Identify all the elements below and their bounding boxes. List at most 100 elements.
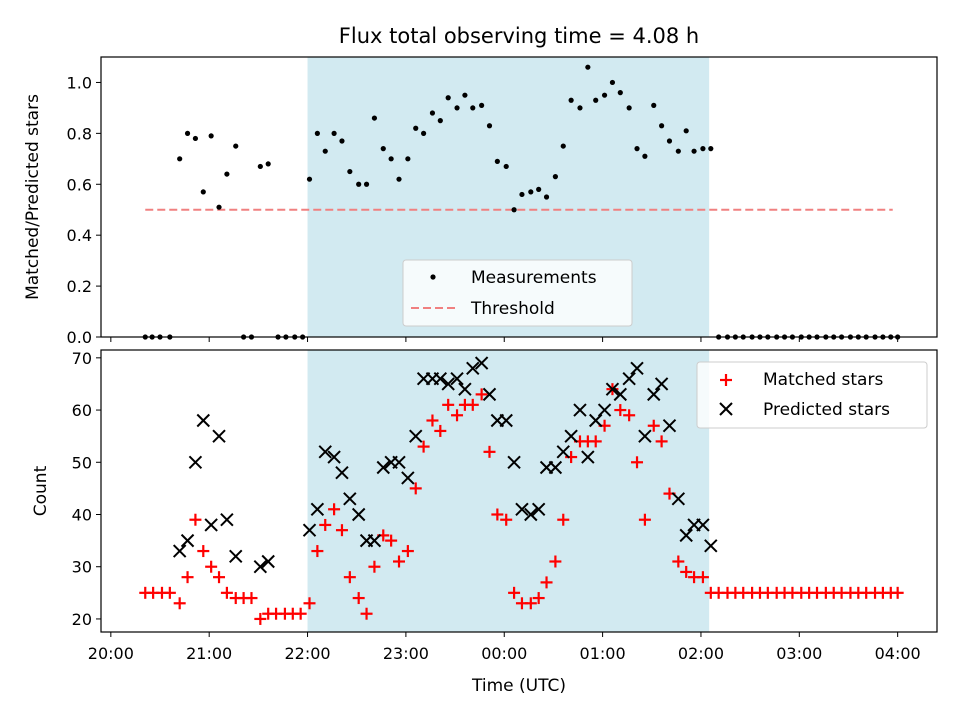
- predicted-star-point: [605, 382, 620, 396]
- measurement-point: [420, 130, 427, 136]
- bottom-x-tick-label: 23:00: [383, 644, 429, 663]
- predicted-star-point: [507, 455, 521, 469]
- bottom-x-tick-label: 01:00: [580, 644, 626, 663]
- measurement-point: [519, 191, 525, 198]
- measurement-point: [413, 125, 419, 131]
- predicted-star-point: [589, 413, 603, 428]
- matched-star-point: [442, 398, 455, 411]
- measurement-point: [265, 161, 271, 167]
- measurement-point: [683, 128, 689, 134]
- predicted-star-point: [204, 518, 218, 532]
- top-chart-title: Flux total observing time = 4.08 h: [339, 24, 699, 48]
- measurement-point: [511, 207, 517, 213]
- predicted-star-point: [327, 450, 341, 464]
- bottom-x-tick-label: 00:00: [481, 644, 527, 663]
- predicted-star-point: [212, 429, 226, 443]
- matched-star-point: [360, 607, 373, 620]
- measurement-point: [445, 95, 451, 101]
- measurement-point: [396, 176, 402, 182]
- legend-measurements-label: Measurements: [471, 268, 597, 288]
- measurement-point: [331, 130, 337, 136]
- matched-star-point: [352, 592, 365, 605]
- matched-star-point: [549, 555, 562, 568]
- matched-star-point: [638, 513, 651, 526]
- bottom-y-ticks: 20 30 40 50 60 70: [72, 349, 101, 629]
- matched-star-point: [672, 555, 685, 568]
- measurement-point: [536, 186, 542, 192]
- matched-star-point: [647, 419, 660, 432]
- matched-star-point: [393, 555, 406, 568]
- predicted-star-point: [474, 356, 489, 370]
- measurement-point: [224, 171, 230, 177]
- matched-star-point: [524, 597, 537, 610]
- matched-star-point: [205, 560, 218, 573]
- top-x-ticks: [110, 337, 899, 342]
- predicted-star-point: [499, 413, 513, 428]
- matched-stars-points: [139, 383, 904, 625]
- measurement-point: [462, 92, 468, 98]
- predicted-star-point: [482, 387, 497, 402]
- measurement-point: [659, 123, 665, 129]
- bottom-y-tick-label: 30: [72, 558, 92, 577]
- predicted-star-point: [188, 455, 203, 469]
- measurement-point: [543, 194, 550, 200]
- matched-star-point: [368, 560, 381, 573]
- measurement-point: [666, 138, 673, 144]
- predicted-star-point: [679, 528, 693, 543]
- measurement-point: [577, 105, 583, 111]
- bottom-y-axis-label: Count: [31, 465, 51, 516]
- measurement-point: [626, 105, 632, 111]
- top-y-tick-label: 0.4: [67, 226, 92, 245]
- measurement-point: [651, 102, 657, 108]
- matched-star-point: [434, 424, 447, 437]
- bottom-y-tick-label: 60: [72, 401, 92, 420]
- bottom-y-tick-label: 50: [72, 453, 92, 472]
- matched-star-point: [623, 409, 636, 422]
- predicted-star-point: [367, 533, 382, 548]
- predicted-star-point: [671, 492, 686, 506]
- predicted-star-point: [196, 413, 210, 428]
- predicted-star-point: [172, 544, 187, 558]
- matched-star-point: [254, 612, 267, 625]
- measurement-point: [388, 156, 394, 162]
- legend-predicted-label: Predicted stars: [763, 400, 890, 420]
- measurement-point: [708, 146, 714, 152]
- matched-star-point: [173, 597, 186, 610]
- bottom-x-tick-label: 03:00: [776, 644, 822, 663]
- bottom-y-tick-label: 20: [72, 610, 92, 629]
- measurement-point: [306, 176, 313, 182]
- matched-star-point: [475, 388, 488, 401]
- predicted-star-point: [613, 387, 628, 402]
- predicted-star-point: [597, 403, 612, 417]
- measurement-point: [675, 148, 681, 154]
- x-axis-label: Time (UTC): [471, 676, 566, 696]
- bottom-x-tick-label: 04:00: [875, 644, 921, 663]
- matched-star-point: [655, 435, 668, 448]
- matched-star-point: [483, 445, 496, 458]
- top-legend: Measurements Threshold: [402, 259, 633, 327]
- matched-star-point: [181, 571, 194, 584]
- measurement-point: [470, 105, 476, 111]
- matched-star-point: [589, 435, 602, 448]
- bottom-observing-window: [307, 350, 710, 632]
- predicted-stars-points: [172, 356, 718, 574]
- matched-star-point: [328, 503, 341, 516]
- matched-star-point: [197, 545, 210, 558]
- matched-star-point: [163, 586, 176, 599]
- predicted-star-point: [335, 466, 349, 480]
- measurement-point: [552, 174, 558, 180]
- predicted-star-point: [696, 518, 710, 532]
- measurement-point: [363, 181, 370, 187]
- measurement-point: [503, 163, 509, 170]
- measurement-point: [479, 102, 485, 108]
- measurement-point: [371, 115, 378, 121]
- matched-star-point: [451, 409, 464, 422]
- measurement-point: [356, 181, 362, 187]
- predicted-star-point: [531, 502, 546, 516]
- matched-star-point: [426, 414, 439, 427]
- matched-star-point: [319, 518, 332, 531]
- predicted-star-point: [401, 471, 415, 485]
- predicted-star-point: [458, 382, 472, 396]
- measurement-point: [208, 133, 214, 139]
- predicted-star-point: [466, 361, 480, 375]
